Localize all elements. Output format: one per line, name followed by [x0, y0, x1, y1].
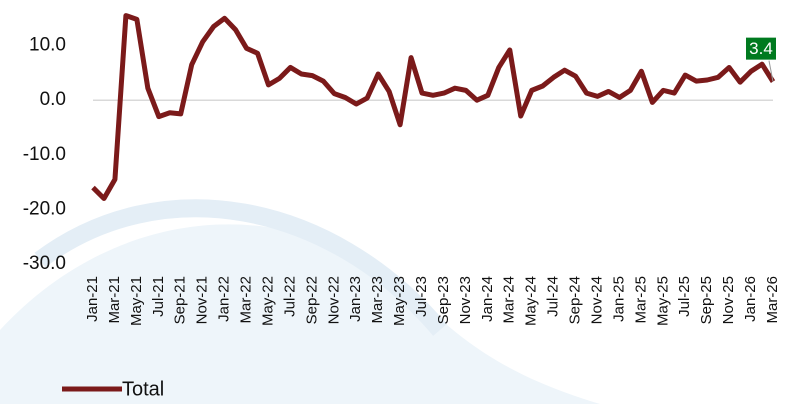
x-tick-label: Mar-23	[369, 276, 386, 324]
chart: -30.0 -20.0 -10.0 0.0 10.0 20.0 Jan-21 Mar-21 Ma…	[0, 0, 794, 404]
x-tick-label: May-22	[259, 276, 276, 326]
x-tick-label: Nov-21	[194, 276, 211, 324]
x-tick-label: Sep-22	[303, 276, 320, 324]
x-tick-label: Jan-24	[479, 276, 496, 322]
legend-label: Total	[122, 378, 164, 400]
x-tick-label: Nov-22	[325, 276, 342, 324]
x-tick-label: Jan-23	[347, 276, 364, 322]
x-tick-label: Jul-21	[150, 276, 167, 317]
x-tick-label: Sep-24	[567, 276, 584, 324]
x-tick-label: Jul-23	[413, 276, 430, 317]
x-tick-label: May-25	[654, 276, 671, 326]
data-label: 3.4	[749, 39, 773, 58]
y-tick-label: -10.0	[23, 144, 66, 165]
x-tick-label: May-23	[391, 276, 408, 326]
x-tick-label: Sep-23	[435, 276, 452, 324]
y-tick-label: 20.0	[29, 0, 66, 1]
x-tick-label: May-24	[523, 276, 540, 326]
y-tick-label: 10.0	[29, 35, 66, 56]
line	[93, 16, 773, 199]
x-tick-label: Mar-25	[632, 276, 649, 324]
x-tick-label: Jul-22	[281, 276, 298, 317]
y-tick-label: 0.0	[40, 89, 66, 110]
x-tick-label: Mar-26	[764, 276, 781, 324]
x-tick-label: Jan-26	[742, 276, 759, 322]
x-tick-label: Jan-21	[84, 276, 101, 322]
y-tick-label: -20.0	[23, 198, 66, 219]
x-tick-label: Jul-25	[676, 276, 693, 317]
y-tick-label: -30.0	[23, 253, 66, 274]
x-tick-label: Mar-22	[238, 276, 255, 324]
x-tick-label: Jan-22	[216, 276, 233, 322]
x-tick-label: Jan-25	[610, 276, 627, 322]
x-tick-label: Mar-21	[106, 276, 123, 324]
x-tick-label: Mar-24	[501, 276, 518, 324]
x-tick-label: May-21	[128, 276, 145, 326]
x-tick-label: Jul-24	[545, 276, 562, 317]
x-tick-label: Sep-25	[698, 276, 715, 324]
x-tick-label: Nov-23	[457, 276, 474, 324]
x-tick-label: Sep-21	[172, 276, 189, 324]
x-tick-label: Nov-24	[588, 276, 605, 324]
x-tick-label: Nov-25	[720, 276, 737, 324]
